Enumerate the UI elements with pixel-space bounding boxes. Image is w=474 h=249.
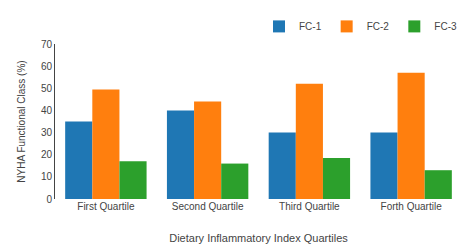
svg-text:Dietary Inflammatory Index Qua: Dietary Inflammatory Index Quartiles <box>169 232 348 244</box>
svg-text:Second Quartile: Second Quartile <box>172 201 244 212</box>
svg-text:FC-1: FC-1 <box>299 21 322 32</box>
svg-text:50: 50 <box>41 83 53 94</box>
svg-text:FC-3: FC-3 <box>434 21 457 32</box>
svg-text:FC-2: FC-2 <box>367 21 390 32</box>
svg-text:70: 70 <box>41 39 53 50</box>
svg-text:NYHA Functional Class (%): NYHA Functional Class (%) <box>16 60 27 182</box>
svg-text:60: 60 <box>41 61 53 72</box>
svg-text:10: 10 <box>41 171 53 182</box>
svg-text:30: 30 <box>41 127 53 138</box>
svg-text:20: 20 <box>41 149 53 160</box>
svg-text:Third Quartile: Third Quartile <box>279 201 340 212</box>
svg-text:40: 40 <box>41 105 53 116</box>
svg-text:0: 0 <box>46 194 52 205</box>
svg-text:Forth Quartile: Forth Quartile <box>381 201 443 212</box>
svg-text:First Quartile: First Quartile <box>77 201 135 212</box>
